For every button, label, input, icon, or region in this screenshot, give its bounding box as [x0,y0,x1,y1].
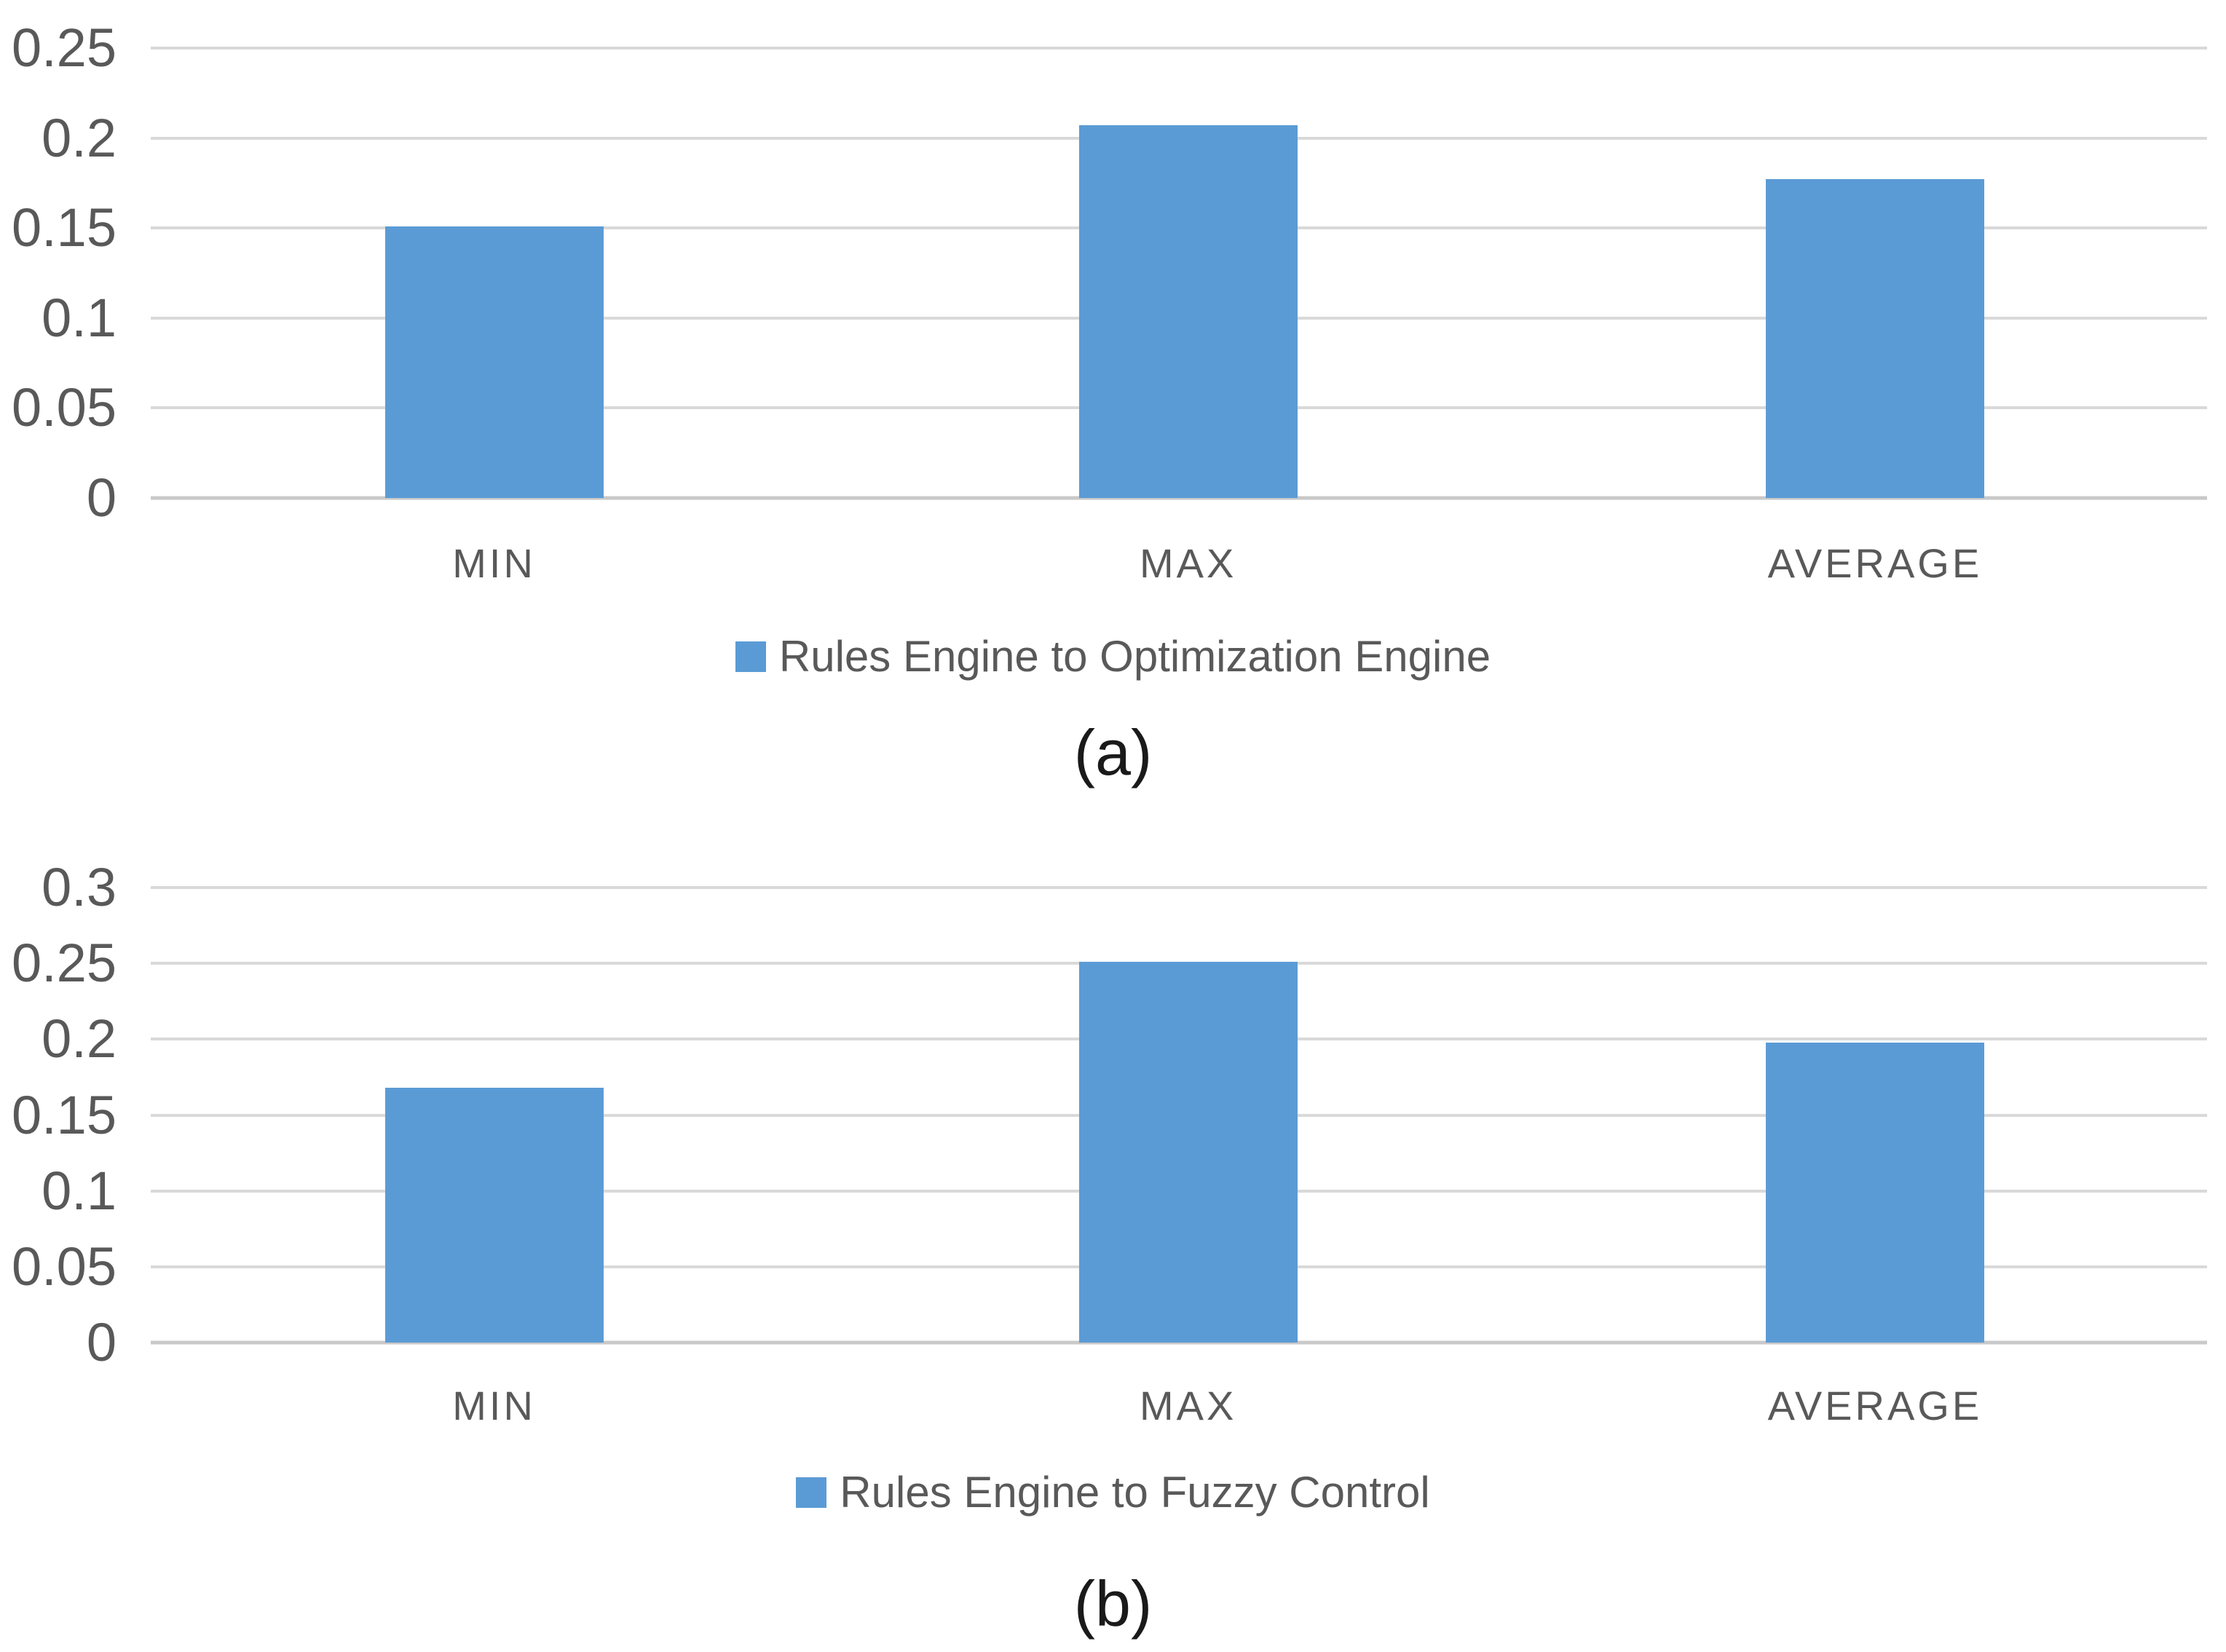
x-category-label: MIN [452,1383,536,1428]
x-category-label: MIN [452,540,536,586]
y-tick-label: 0.2 [42,1008,117,1070]
y-tick-label: 0.1 [42,287,117,348]
bar-min [384,226,604,498]
legend-marker-icon [796,1477,827,1508]
plot-area [151,886,2207,1345]
x-axis-line [151,1340,2207,1345]
bar-min [384,1088,604,1343]
bar-max [1078,125,1298,498]
gridline [151,47,2207,50]
legend-marker-icon [735,641,766,672]
bar-average [1765,179,1984,498]
legend-label: Rules Engine to Fuzzy Control [840,1468,1430,1517]
legend: Rules Engine to Fuzzy Control [0,1469,2226,1517]
x-category-label: AVERAGE [1767,540,1983,586]
y-tick-label: 0.25 [11,17,117,78]
y-tick-label: 0.3 [42,857,117,917]
y-tick-label: 0.15 [11,197,117,258]
legend-label: Rules Engine to Optimization Engine [778,632,1491,681]
bar-max [1078,962,1298,1343]
y-tick-label: 0 [86,1312,117,1372]
y-tick-label: 0.2 [42,107,117,168]
y-tick-label: 0.05 [11,1236,117,1297]
x-axis-line [151,496,2207,500]
y-tick-label: 0.05 [11,377,117,438]
x-category-label: AVERAGE [1767,1383,1983,1428]
caption-a: (a) [1073,716,1153,789]
y-tick-label: 0.25 [11,933,117,994]
legend: Rules Engine to Optimization Engine [0,633,2226,681]
plot-area [151,47,2207,500]
y-tick-label: 0.1 [42,1160,117,1221]
y-tick-label: 0 [86,467,117,528]
bar-average [1765,1042,1984,1343]
caption-b: (b) [1073,1568,1153,1640]
y-tick-label: 0.15 [11,1084,117,1145]
x-category-label: MAX [1140,1383,1237,1428]
gridline [151,886,2207,889]
x-category-label: MAX [1140,540,1237,586]
